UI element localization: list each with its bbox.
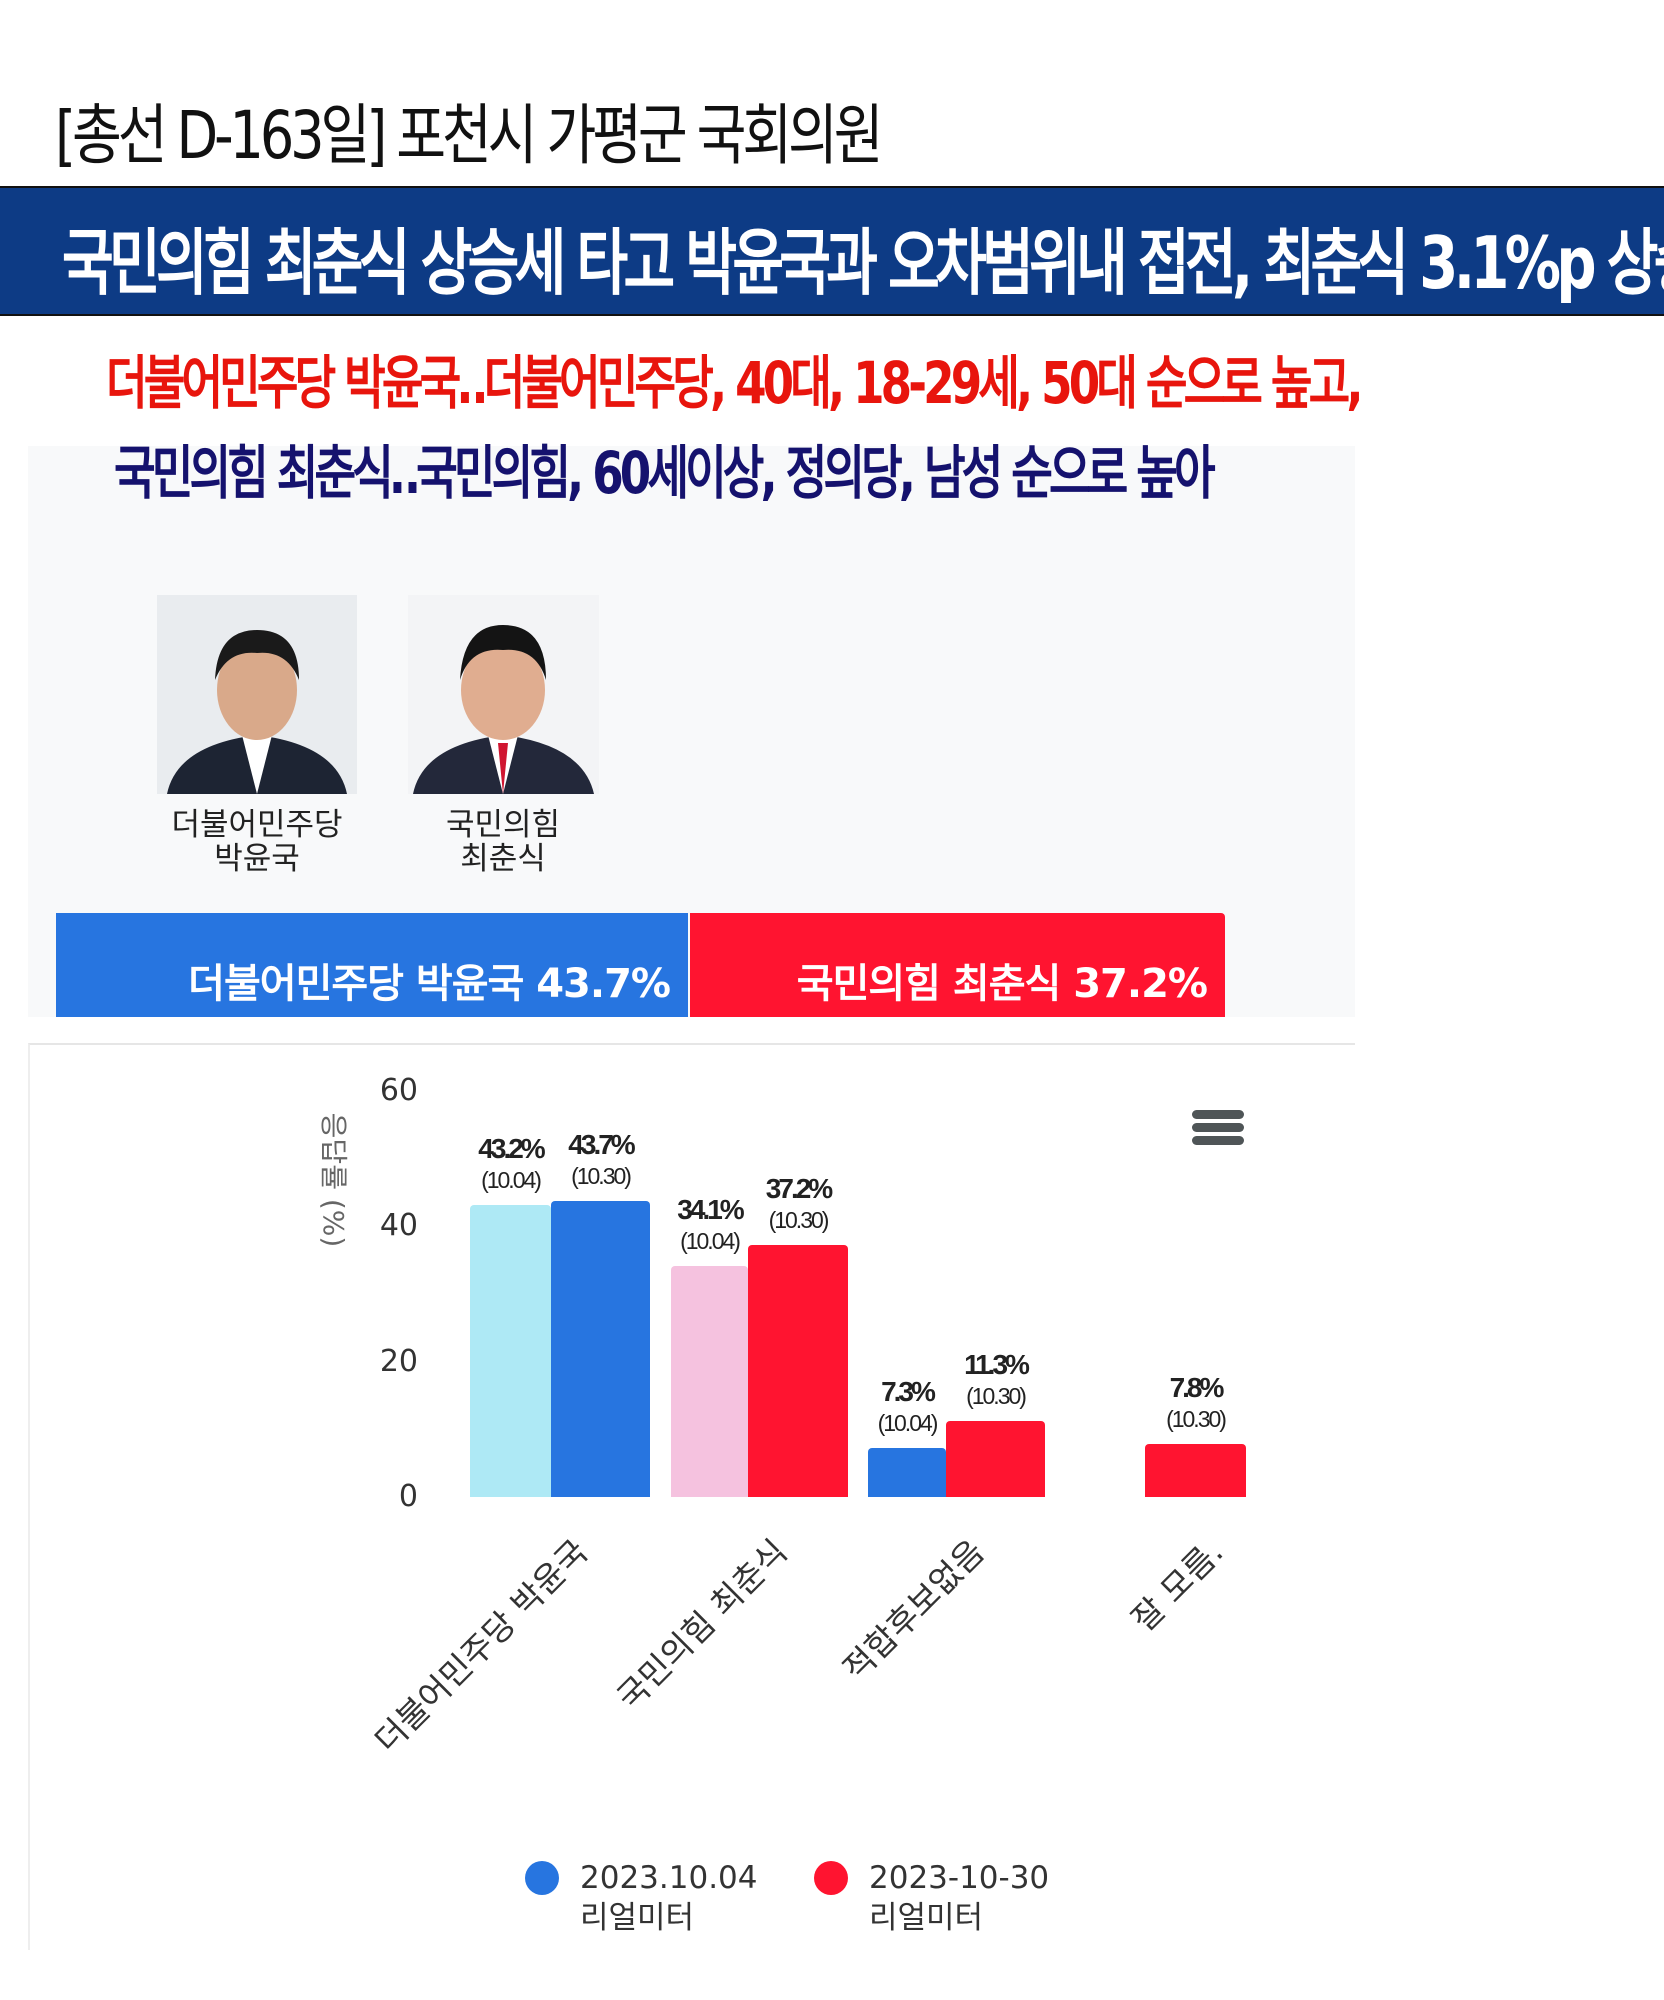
bar-1-2[interactable] [946, 1420, 1045, 1497]
data-label-date: (10.30) [1166, 1406, 1227, 1433]
y-tick-label: 60 [379, 1073, 418, 1108]
data-label-date: (10.04) [680, 1228, 741, 1255]
data-label-value: 37.2% [765, 1173, 833, 1205]
data-label-date: (10.04) [877, 1409, 939, 1436]
data-label-date: (10.30) [768, 1207, 830, 1234]
caption-party: 국민의힘 [445, 807, 561, 843]
candidate-caption-choi: 국민의힘 최춘식 [383, 808, 623, 876]
legend-pollster: 리얼미터 [580, 1900, 695, 1936]
vote-share-label: 국민의힘 최춘식 37.2% [796, 961, 1208, 1007]
bar-0-0[interactable] [470, 1204, 551, 1497]
data-label-value: 34.1% [677, 1194, 744, 1226]
y-tick-label: 0 [398, 1479, 418, 1514]
caption-name: 최춘식 [460, 841, 546, 877]
data-label-date: (10.04) [481, 1166, 542, 1193]
legend-dot-1030[interactable] [814, 1861, 848, 1895]
bar-0-2[interactable] [868, 1447, 946, 1497]
data-label-value: 11.3% [964, 1348, 1030, 1380]
bar-1-1[interactable] [748, 1245, 848, 1497]
headline-band [0, 186, 1664, 316]
data-label-value: 7.3% [881, 1375, 936, 1407]
y-tick-label: 40 [379, 1208, 418, 1244]
bar-1-0[interactable] [551, 1201, 650, 1497]
legend-pollster: 리얼미터 [869, 1900, 984, 1936]
vote-share-bar-park: 더불어민주당 박윤국 43.7% [56, 913, 688, 1017]
data-label-date: (10.30) [966, 1382, 1027, 1409]
vote-share-bar-choi: 국민의힘 최춘식 37.2% [690, 913, 1225, 1017]
kicker-title: [총선 D-163일] 포천시 가평군 국회의원 [55, 97, 884, 174]
legend-dot-1004[interactable] [525, 1861, 559, 1895]
y-tick-label: 20 [379, 1343, 418, 1379]
bar-0-1[interactable] [671, 1266, 748, 1497]
hamburger-menu-icon[interactable] [1192, 1110, 1244, 1150]
subhead-democratic: 더불어민주당 박윤국‥더불어민주당, 40대, 18-29세, 50대 순으로 … [106, 349, 1364, 417]
y-axis-title: 응답률 (%) [317, 1112, 350, 1248]
candidate-photo-choi [408, 595, 599, 794]
candidate-caption-park: 더불어민주당 박윤국 [137, 808, 377, 876]
caption-name: 박윤국 [214, 841, 300, 877]
headline: 국민의힘 최춘식 상승세 타고 박윤국과 오차범위내 접전, 최춘식 3.1%p… [62, 221, 1664, 305]
candidate-photo-park [157, 595, 357, 794]
bar-1-3[interactable] [1145, 1444, 1246, 1497]
data-label-value: 43.7% [568, 1129, 635, 1161]
legend-date: 2023.10.04 [580, 1860, 758, 1896]
data-label-value: 7.8% [1169, 1372, 1225, 1404]
subhead-ppp: 국민의힘 최춘식‥국민의힘, 60세이상, 정의당, 남성 순으로 높아 [114, 439, 1216, 507]
legend-date: 2023-10-30 [869, 1860, 1050, 1896]
caption-party: 더불어민주당 [171, 807, 343, 843]
legend-item-1004[interactable]: 2023.10.04 리얼미터 [580, 1858, 758, 1938]
data-label-date: (10.30) [571, 1163, 632, 1190]
vote-share-label: 더불어민주당 박윤국 43.7% [188, 961, 671, 1007]
legend-item-1030[interactable]: 2023-10-30 리얼미터 [869, 1858, 1049, 1938]
data-label-value: 43.2% [478, 1132, 545, 1164]
